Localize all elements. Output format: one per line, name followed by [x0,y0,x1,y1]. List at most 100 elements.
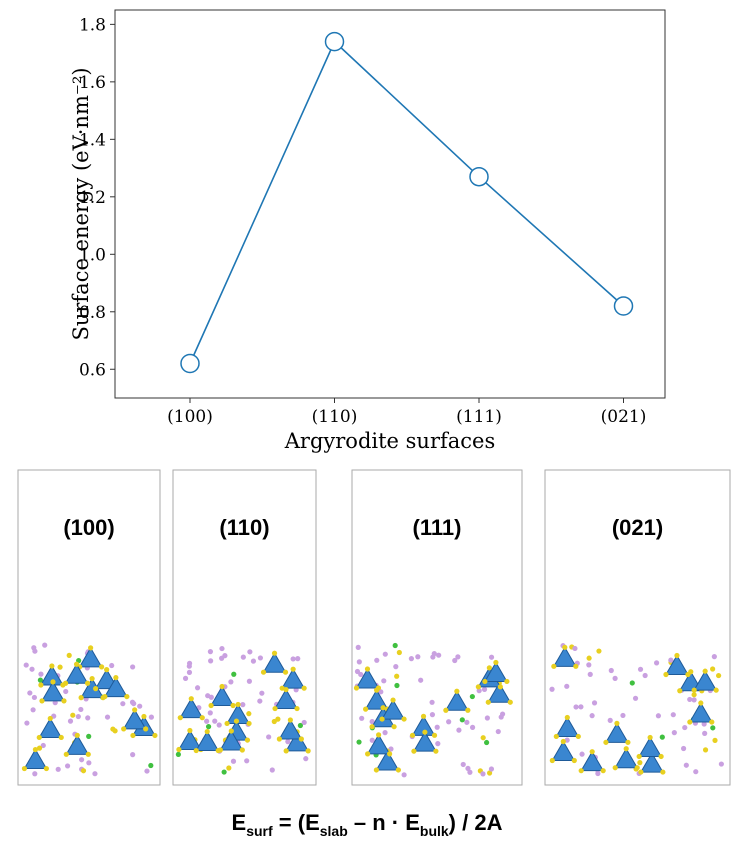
atom [434,724,440,730]
atom [70,712,76,718]
atom [632,695,639,701]
atom [396,649,402,656]
atom [464,719,470,725]
atom [380,705,386,711]
atom [431,651,437,657]
atom [401,716,407,722]
marker [180,353,200,374]
atom [429,699,435,705]
atom [452,657,458,664]
atom [718,761,724,767]
atom [369,724,375,730]
atom [207,710,213,716]
atom [130,752,136,758]
panel-label: (021) [612,515,663,540]
atom [484,715,490,721]
atom [246,720,252,727]
atom [710,725,716,731]
atom [275,716,281,722]
atom [204,728,210,735]
atom [63,751,69,757]
atom [435,741,441,747]
atom [713,687,719,693]
atom [671,730,677,736]
atom [486,665,492,671]
atom [99,664,105,670]
tetrahedron [38,717,63,738]
tetrahedron [551,740,576,761]
atom [391,724,397,730]
atom [446,719,452,725]
atom [634,765,640,771]
atom [456,727,462,733]
atom [394,682,400,689]
atom [493,659,499,666]
panel-frame [172,469,317,786]
atom [287,717,293,723]
atom [497,684,503,690]
panel-frame [351,469,523,786]
atom [571,757,577,764]
formula-text: ) / 2A [449,810,503,835]
tetrahedron [219,729,244,751]
atom [305,748,311,754]
atom [374,687,380,693]
atom [607,717,613,723]
atom [454,688,460,694]
atom [23,662,29,668]
atom [687,696,693,703]
atom [58,734,64,741]
atom [586,662,592,668]
atom [395,767,401,773]
atom [668,657,674,663]
atom [55,766,61,772]
atom [36,745,43,751]
atom [691,692,697,698]
atom [36,734,42,741]
atom [235,701,241,708]
atom [677,688,683,694]
atom [85,751,91,757]
atom [670,712,676,718]
atom [475,684,481,690]
atom [177,715,183,721]
atom [573,663,579,669]
atom [67,718,74,724]
atom [297,722,303,729]
atom [32,746,39,753]
atom [411,748,417,754]
atom [89,676,95,682]
atom [219,683,225,690]
atom [301,685,307,691]
tetrahedron [281,668,306,689]
atom [483,739,490,746]
atom [376,732,382,738]
atom [629,680,635,686]
atom [600,768,606,774]
atom [369,737,375,743]
atom [625,739,631,745]
atom [194,685,201,691]
atom [199,715,205,721]
atom [80,768,87,774]
atom [373,767,379,773]
atom [693,769,699,775]
tetrahedron [605,722,629,743]
atom [175,751,181,758]
atom [259,690,265,696]
atom [244,758,250,764]
atom [257,698,263,704]
atom [353,685,360,691]
atom [710,666,716,672]
atom [465,707,471,713]
atom [86,760,92,766]
atom [354,668,361,675]
atom [219,655,225,661]
atom [93,686,99,692]
atom [637,666,644,672]
atom [283,748,289,754]
tetrahedron [555,716,580,737]
atom [481,686,488,692]
atom [701,721,707,727]
